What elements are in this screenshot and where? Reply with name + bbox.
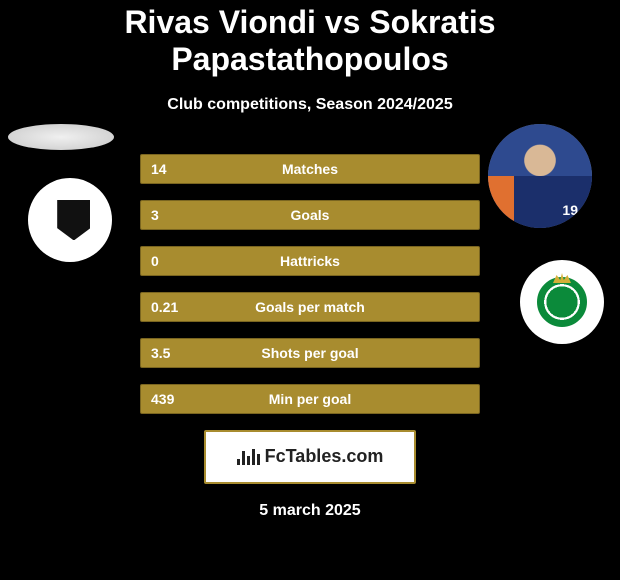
fctables-badge-text: FcTables.com: [237, 446, 384, 467]
player-photo-left: [8, 124, 114, 150]
stat-value-left: 439: [151, 391, 174, 407]
stat-row-min-per-goal: 439 Min per goal: [140, 384, 480, 414]
stat-label: Min per goal: [141, 391, 479, 407]
page-title: Rivas Viondi vs Sokratis Papastathopoulo…: [0, 4, 620, 78]
bars-icon: [237, 449, 260, 465]
fctables-badge[interactable]: FcTables.com: [204, 430, 416, 484]
stat-row-hattricks: 0 Hattricks: [140, 246, 480, 276]
comparison-card: Rivas Viondi vs Sokratis Papastathopoulo…: [0, 0, 620, 580]
stats-area: 14 Matches 3 Goals 0 Hattricks 0.21 Goal…: [0, 154, 620, 414]
comparison-date: 5 march 2025: [0, 502, 620, 520]
stat-row-shots-per-goal: 3.5 Shots per goal: [140, 338, 480, 368]
stat-label: Hattricks: [141, 253, 479, 269]
stat-label: Shots per goal: [141, 345, 479, 361]
stat-value-left: 0: [151, 253, 159, 269]
subtitle: Club competitions, Season 2024/2025: [0, 96, 620, 114]
stat-value-left: 14: [151, 161, 167, 177]
stat-value-left: 3.5: [151, 345, 170, 361]
badge-label: FcTables.com: [265, 446, 384, 467]
stat-row-goals-per-match: 0.21 Goals per match: [140, 292, 480, 322]
stat-row-goals: 3 Goals: [140, 200, 480, 230]
stat-value-left: 0.21: [151, 299, 178, 315]
stat-row-matches: 14 Matches: [140, 154, 480, 184]
stat-label: Goals per match: [141, 299, 479, 315]
stat-label: Matches: [141, 161, 479, 177]
stat-label: Goals: [141, 207, 479, 223]
stat-value-left: 3: [151, 207, 159, 223]
